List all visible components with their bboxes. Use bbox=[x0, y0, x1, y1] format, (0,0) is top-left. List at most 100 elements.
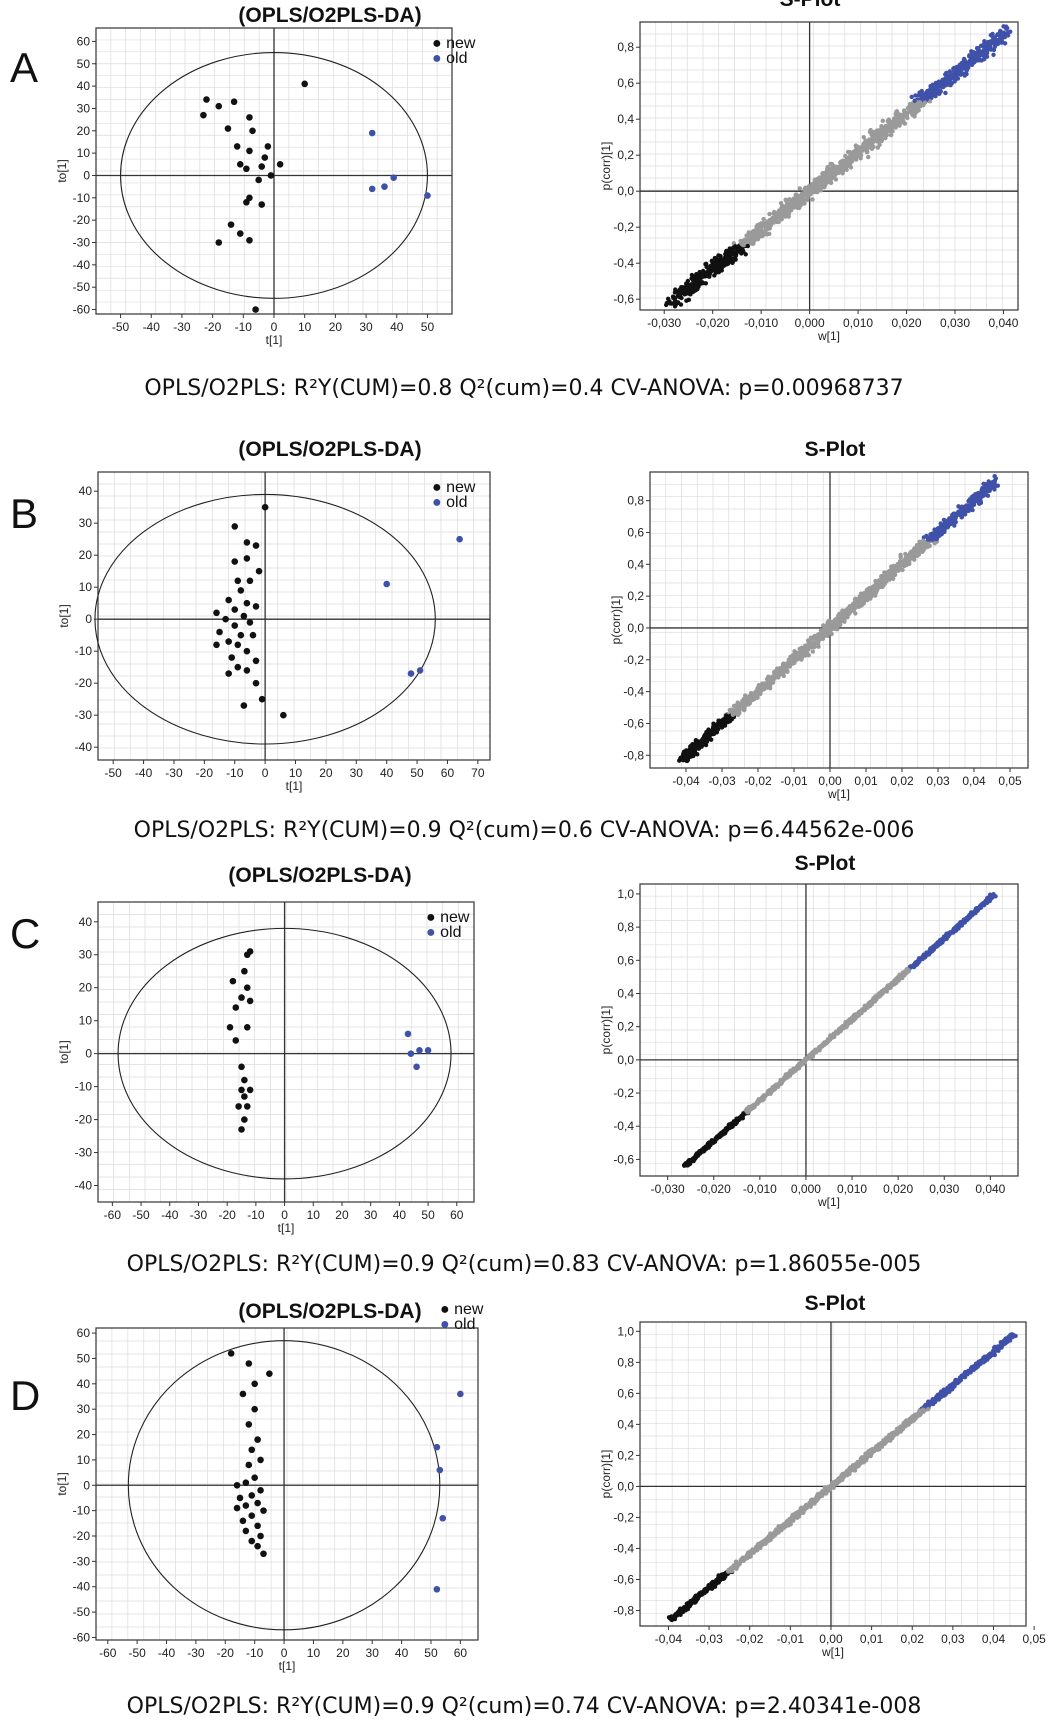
splot-point bbox=[940, 526, 945, 531]
y-tick-label: -0,6 bbox=[613, 292, 634, 306]
splot-point bbox=[825, 620, 830, 625]
splot-point bbox=[924, 533, 929, 539]
x-tick-label: 50 bbox=[410, 766, 424, 780]
splot-point bbox=[721, 723, 727, 728]
y-axis-label: to[1] bbox=[57, 1040, 71, 1063]
x-tick-label: 10 bbox=[307, 1208, 321, 1222]
score-point-new bbox=[246, 997, 254, 1005]
y-tick-label: 30 bbox=[79, 516, 93, 530]
score-point-old bbox=[424, 192, 431, 199]
splot-point bbox=[859, 1008, 865, 1013]
panel-letter-a: A bbox=[10, 44, 39, 91]
score-point-new bbox=[255, 176, 262, 184]
splot-point bbox=[959, 511, 964, 517]
splot-point bbox=[878, 583, 883, 588]
y-tick-label: 0,6 bbox=[627, 525, 644, 539]
splot-point bbox=[969, 49, 974, 54]
splot-point bbox=[973, 491, 978, 497]
splot-point bbox=[887, 127, 893, 133]
splot-point bbox=[973, 57, 978, 62]
splot-point bbox=[792, 205, 797, 210]
splot-point bbox=[844, 612, 850, 618]
x-tick-label: 40 bbox=[390, 320, 404, 334]
score-point-new bbox=[225, 670, 232, 677]
splot-point bbox=[913, 93, 918, 98]
splot-point bbox=[947, 69, 953, 74]
splot-point bbox=[858, 156, 863, 161]
splot-point bbox=[798, 203, 803, 208]
splot-point bbox=[953, 76, 958, 81]
splot-point bbox=[949, 519, 955, 524]
legend-item-old: ● old bbox=[432, 50, 468, 67]
x-tick-label: -20 bbox=[196, 766, 214, 780]
x-tick-label: -50 bbox=[132, 1208, 150, 1222]
x-tick-label: -0,01 bbox=[777, 1632, 805, 1646]
score-point-old bbox=[433, 1443, 441, 1451]
splot-point bbox=[824, 166, 830, 172]
score-point-new bbox=[254, 1499, 261, 1507]
splot-point bbox=[690, 277, 696, 283]
hotelling-ellipse bbox=[120, 52, 428, 299]
splot-point bbox=[907, 109, 912, 115]
score-point-new bbox=[241, 1116, 248, 1123]
chart-title-b-splot: S-Plot bbox=[804, 438, 866, 461]
x-tick-label: 0,020 bbox=[883, 1182, 913, 1196]
splot-point bbox=[700, 280, 706, 286]
splot-point bbox=[722, 718, 728, 724]
splot-point bbox=[976, 501, 982, 506]
x-tick-label: 0,01 bbox=[860, 1632, 884, 1646]
splot-point bbox=[909, 94, 914, 100]
splot-point bbox=[711, 725, 716, 730]
x-tick-label: -60 bbox=[99, 1646, 117, 1660]
splot-point bbox=[740, 1116, 746, 1121]
splot-point bbox=[688, 292, 693, 297]
y-tick-label: 20 bbox=[77, 1428, 91, 1442]
x-tick-label: 30 bbox=[366, 1646, 380, 1660]
splot-point bbox=[869, 144, 874, 150]
splot-point bbox=[700, 742, 705, 748]
x-tick-label: 50 bbox=[421, 1208, 435, 1222]
chart-title-b-score: (OPLS/O2PLS-DA) bbox=[238, 438, 422, 461]
splot-point bbox=[839, 160, 845, 165]
score-point-new bbox=[213, 609, 220, 617]
y-tick-label: 60 bbox=[77, 1326, 91, 1340]
splot-point bbox=[905, 967, 910, 972]
score-point-old bbox=[439, 1514, 447, 1522]
splot-point bbox=[784, 207, 789, 213]
splot-point bbox=[821, 633, 826, 639]
splot-point bbox=[893, 111, 898, 116]
x-tick-label: 0,05 bbox=[998, 774, 1022, 788]
score-point-new bbox=[236, 230, 244, 237]
x-axis-label: t[1] bbox=[286, 779, 303, 793]
score-point-new bbox=[252, 306, 259, 313]
splot-point bbox=[792, 649, 797, 654]
splot-point bbox=[751, 696, 757, 702]
legend-d: ● new ● old bbox=[440, 1301, 484, 1333]
x-tick-label: -40 bbox=[158, 1646, 176, 1660]
score-point-old bbox=[424, 1047, 432, 1054]
y-tick-label: 0,6 bbox=[617, 76, 634, 90]
y-tick-label: -60 bbox=[73, 303, 91, 317]
legend-item-new: ● new bbox=[440, 1301, 484, 1318]
splot-point bbox=[701, 272, 707, 277]
splot-point bbox=[804, 191, 809, 196]
s-plot-b: -0,04 -0,03 -0,02 -0,01 0,00 0,01 0,02 0,03 0,04… bbox=[609, 471, 1029, 801]
score-point-new bbox=[231, 606, 239, 613]
score-point-new bbox=[215, 102, 223, 110]
splot-point bbox=[741, 1111, 746, 1116]
splot-point bbox=[844, 163, 849, 168]
splot-point bbox=[856, 1011, 861, 1017]
splot-point bbox=[877, 130, 882, 135]
splot-point bbox=[950, 512, 955, 518]
splot-point bbox=[810, 1053, 815, 1058]
splot-point bbox=[988, 32, 994, 38]
splot-point bbox=[671, 295, 676, 301]
splot-point bbox=[718, 1132, 723, 1137]
y-tick-label: -40 bbox=[75, 740, 93, 754]
legend-item-new: ● new bbox=[432, 479, 476, 496]
splot-point bbox=[824, 630, 829, 635]
score-point-new bbox=[249, 631, 257, 639]
splot-point bbox=[859, 602, 865, 608]
s-plot-c: -0,030 -0,020 -0,010 0,000 0,010 0,020 0,030 0,… bbox=[599, 883, 1019, 1209]
splot-point bbox=[767, 225, 772, 230]
